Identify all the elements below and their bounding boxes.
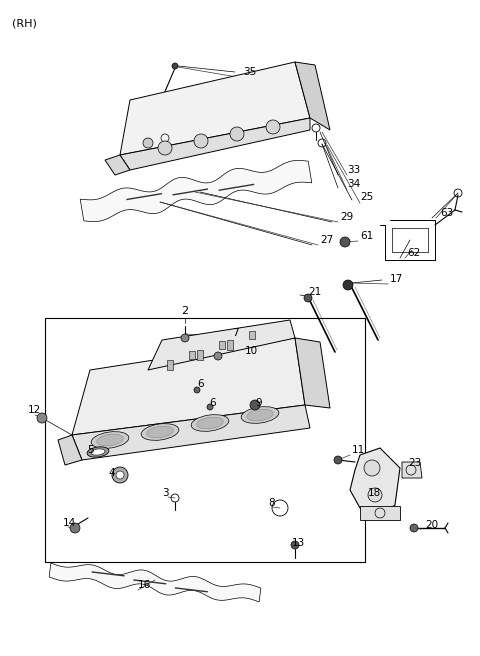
Text: 34: 34 — [347, 179, 360, 189]
Ellipse shape — [247, 409, 273, 421]
Polygon shape — [360, 506, 400, 520]
Circle shape — [304, 294, 312, 302]
Circle shape — [172, 63, 178, 69]
Circle shape — [194, 134, 208, 148]
Polygon shape — [295, 338, 330, 408]
Circle shape — [37, 413, 47, 423]
Ellipse shape — [241, 407, 279, 423]
Text: 16: 16 — [138, 580, 151, 590]
Polygon shape — [219, 341, 225, 349]
Text: 3: 3 — [162, 488, 168, 498]
Text: 33: 33 — [347, 165, 360, 175]
Circle shape — [368, 488, 382, 502]
Text: 11: 11 — [352, 445, 365, 455]
Circle shape — [112, 467, 128, 483]
Text: 13: 13 — [292, 538, 305, 548]
Text: 10: 10 — [245, 346, 258, 356]
Circle shape — [340, 237, 350, 247]
Circle shape — [291, 541, 299, 549]
Text: 27: 27 — [320, 235, 333, 245]
Text: 20: 20 — [425, 520, 438, 530]
Polygon shape — [80, 161, 312, 222]
Polygon shape — [148, 320, 295, 370]
Polygon shape — [72, 405, 310, 460]
Polygon shape — [72, 338, 305, 435]
Polygon shape — [295, 62, 330, 130]
Circle shape — [334, 456, 342, 464]
Ellipse shape — [91, 432, 129, 448]
Circle shape — [230, 127, 244, 141]
Circle shape — [181, 334, 189, 342]
Circle shape — [250, 400, 260, 410]
Ellipse shape — [97, 434, 123, 446]
Polygon shape — [227, 340, 233, 350]
Text: 12: 12 — [28, 405, 41, 415]
Circle shape — [194, 387, 200, 393]
Text: 61: 61 — [360, 231, 373, 241]
Circle shape — [70, 523, 80, 533]
Text: 35: 35 — [243, 67, 256, 77]
Text: 63: 63 — [440, 208, 453, 218]
Text: 9: 9 — [255, 398, 262, 408]
Polygon shape — [189, 351, 195, 359]
Polygon shape — [249, 331, 255, 339]
Ellipse shape — [141, 424, 179, 440]
Text: 29: 29 — [340, 212, 353, 222]
Text: 23: 23 — [408, 458, 421, 468]
Circle shape — [343, 280, 353, 290]
Circle shape — [410, 524, 418, 532]
Circle shape — [143, 138, 153, 148]
Text: 14: 14 — [63, 518, 76, 528]
Polygon shape — [167, 360, 173, 370]
Polygon shape — [58, 435, 82, 465]
Ellipse shape — [197, 417, 223, 429]
Text: 8: 8 — [268, 498, 275, 508]
Ellipse shape — [191, 415, 229, 432]
Text: 21: 21 — [308, 287, 321, 297]
Text: 17: 17 — [390, 274, 403, 284]
Polygon shape — [105, 155, 130, 175]
Text: 18: 18 — [368, 488, 381, 498]
Circle shape — [116, 471, 124, 479]
Polygon shape — [197, 350, 203, 360]
Text: 6: 6 — [197, 379, 204, 389]
Text: 4: 4 — [108, 468, 115, 478]
Text: 25: 25 — [360, 192, 373, 202]
Text: 6: 6 — [209, 398, 216, 408]
Text: 62: 62 — [407, 248, 420, 258]
Polygon shape — [350, 448, 400, 515]
Polygon shape — [49, 563, 261, 602]
Circle shape — [214, 352, 222, 360]
Text: 2: 2 — [181, 306, 189, 316]
Text: 5: 5 — [87, 445, 94, 455]
Text: 7: 7 — [232, 328, 239, 338]
Polygon shape — [402, 462, 422, 478]
Polygon shape — [120, 62, 310, 155]
Circle shape — [266, 120, 280, 134]
Ellipse shape — [91, 449, 105, 455]
Polygon shape — [120, 118, 310, 170]
Circle shape — [207, 404, 213, 410]
Circle shape — [158, 141, 172, 155]
Ellipse shape — [87, 447, 109, 457]
Text: (RH): (RH) — [12, 18, 37, 28]
Circle shape — [364, 460, 380, 476]
Ellipse shape — [147, 426, 173, 438]
